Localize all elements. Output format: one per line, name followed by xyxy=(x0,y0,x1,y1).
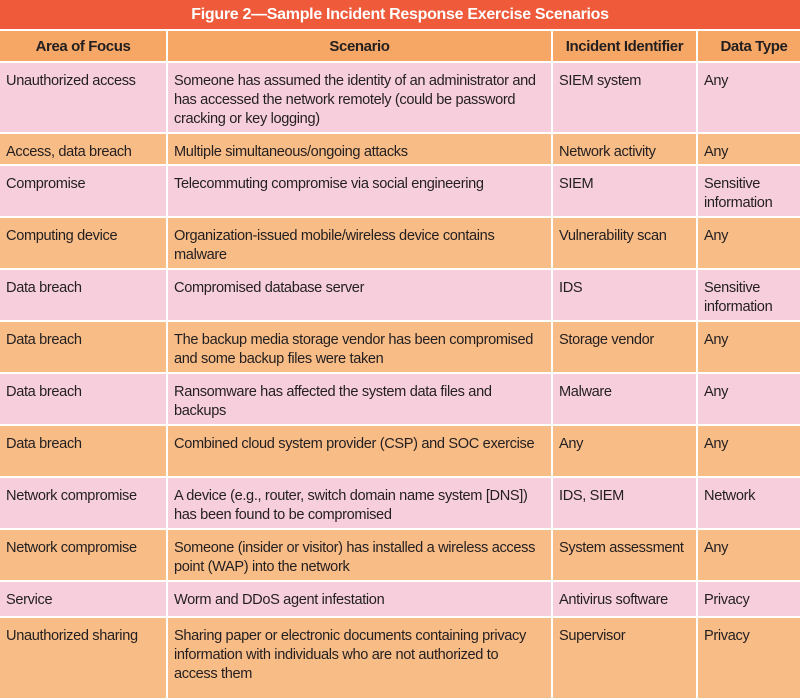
data-type-cell: Any xyxy=(698,218,800,268)
area-of-focus-cell: Data breach xyxy=(0,426,166,476)
incident-identifier-cell: SIEM system xyxy=(553,63,696,132)
scenario-cell: The backup media storage vendor has been… xyxy=(168,322,551,372)
incident-identifier-cell: IDS xyxy=(553,270,696,320)
area-of-focus-cell: Data breach xyxy=(0,322,166,372)
table-row: Service Worm and DDoS agent infestation An… xyxy=(0,582,800,616)
incident-identifier-cell: SIEM xyxy=(553,166,696,216)
area-of-focus-cell: Service xyxy=(0,582,166,616)
incident-identifier-cell: System assessment xyxy=(553,530,696,580)
area-of-focus-cell: Computing device xyxy=(0,218,166,268)
table-row: Network compromise Someone (insider or vi… xyxy=(0,530,800,580)
scenario-cell: Multiple simultaneous/ongoing attacks xyxy=(168,134,551,164)
data-type-cell: Any xyxy=(698,63,800,132)
table-row: Data breach Combined cloud system provide… xyxy=(0,426,800,476)
data-type-cell: Sensitive information xyxy=(698,270,800,320)
table-row: Data breach The backup media storage vend… xyxy=(0,322,800,372)
table-row: Computing device Organization-issued mobi… xyxy=(0,218,800,268)
header-row: Area of Focus Scenario Incident Identifi… xyxy=(0,31,800,61)
area-of-focus-cell: Data breach xyxy=(0,374,166,424)
incident-identifier-cell: Storage vendor xyxy=(553,322,696,372)
area-of-focus-cell: Unauthorized sharing xyxy=(0,618,166,698)
scenario-cell: Compromised database server xyxy=(168,270,551,320)
incident-identifier-cell: IDS, SIEM xyxy=(553,478,696,528)
data-type-cell: Any xyxy=(698,426,800,476)
data-type-cell: Any xyxy=(698,322,800,372)
area-of-focus-cell: Unauthorized access xyxy=(0,63,166,132)
area-of-focus-cell: Network compromise xyxy=(0,478,166,528)
table-row: Data breach Ransomware has affected the s… xyxy=(0,374,800,424)
incident-identifier-cell: Supervisor xyxy=(553,618,696,698)
scenario-cell: Combined cloud system provider (CSP) and… xyxy=(168,426,551,476)
table-row: Unauthorized access Someone has assumed t… xyxy=(0,63,800,132)
scenario-cell: Someone (insider or visitor) has install… xyxy=(168,530,551,580)
scenario-cell: A device (e.g., router, switch domain na… xyxy=(168,478,551,528)
incident-identifier-cell: Antivirus software xyxy=(553,582,696,616)
data-type-cell: Privacy xyxy=(698,618,800,698)
scenario-cell: Worm and DDoS agent infestation xyxy=(168,582,551,616)
area-of-focus-cell: Access, data breach xyxy=(0,134,166,164)
data-type-cell: Sensitive information xyxy=(698,166,800,216)
column-header: Incident Identifier xyxy=(553,31,696,61)
area-of-focus-cell: Compromise xyxy=(0,166,166,216)
area-of-focus-cell: Data breach xyxy=(0,270,166,320)
table-row: Unauthorized sharing Sharing paper or ele… xyxy=(0,618,800,698)
column-header: Area of Focus xyxy=(0,31,166,61)
scenarios-table: Area of Focus Scenario Incident Identifi… xyxy=(0,29,800,700)
area-of-focus-cell: Network compromise xyxy=(0,530,166,580)
data-type-cell: Privacy xyxy=(698,582,800,616)
data-type-cell: Any xyxy=(698,374,800,424)
table-row: Compromise Telecommuting compromise via s… xyxy=(0,166,800,216)
scenario-cell: Organization-issued mobile/wireless devi… xyxy=(168,218,551,268)
data-type-cell: Any xyxy=(698,134,800,164)
column-header: Scenario xyxy=(168,31,551,61)
incident-identifier-cell: Network activity xyxy=(553,134,696,164)
scenario-cell: Telecommuting compromise via social engi… xyxy=(168,166,551,216)
data-type-cell: Network xyxy=(698,478,800,528)
table-row: Data breach Compromised database server ID… xyxy=(0,270,800,320)
incident-identifier-cell: Any xyxy=(553,426,696,476)
table-row: Network compromise A device (e.g., router… xyxy=(0,478,800,528)
scenario-cell: Someone has assumed the identity of an a… xyxy=(168,63,551,132)
scenario-cell: Ransomware has affected the system data … xyxy=(168,374,551,424)
column-header: Data Type xyxy=(698,31,800,61)
incident-identifier-cell: Malware xyxy=(553,374,696,424)
incident-identifier-cell: Vulnerability scan xyxy=(553,218,696,268)
scenario-cell: Sharing paper or electronic documents co… xyxy=(168,618,551,698)
table-row: Access, data breach Multiple simultaneous… xyxy=(0,134,800,164)
figure-title: Figure 2—Sample Incident Response Exerci… xyxy=(0,0,800,29)
data-type-cell: Any xyxy=(698,530,800,580)
